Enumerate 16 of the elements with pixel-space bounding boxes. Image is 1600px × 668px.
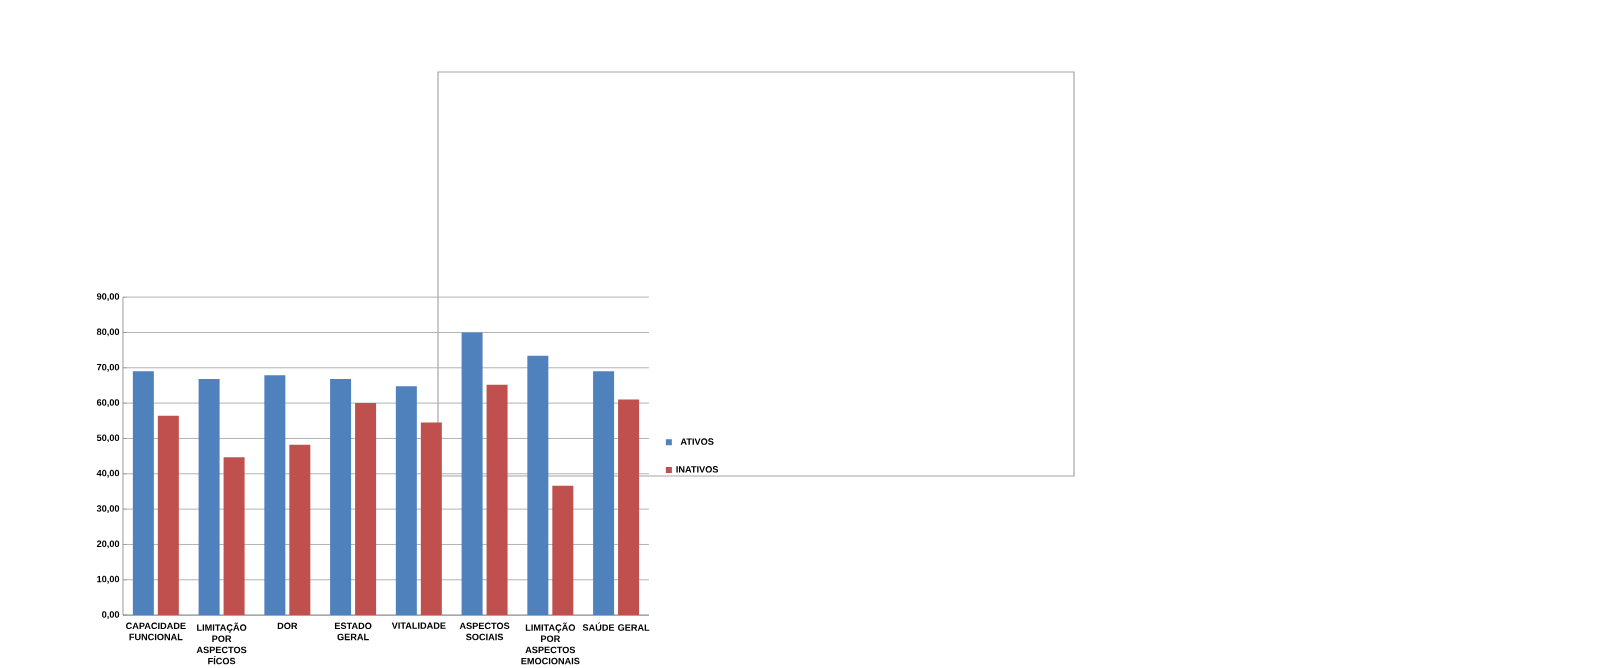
bar <box>330 379 352 616</box>
bar <box>593 371 615 616</box>
bar <box>395 386 417 616</box>
bar <box>264 375 286 616</box>
bar <box>461 332 483 616</box>
bar <box>618 399 640 616</box>
bar <box>132 371 154 616</box>
bar <box>157 416 179 616</box>
bar <box>198 379 220 616</box>
bar <box>420 422 442 616</box>
bar <box>355 403 377 616</box>
bar <box>527 356 549 616</box>
bar <box>289 445 311 616</box>
bar <box>552 486 574 616</box>
bar <box>223 457 245 616</box>
bar <box>486 385 508 616</box>
